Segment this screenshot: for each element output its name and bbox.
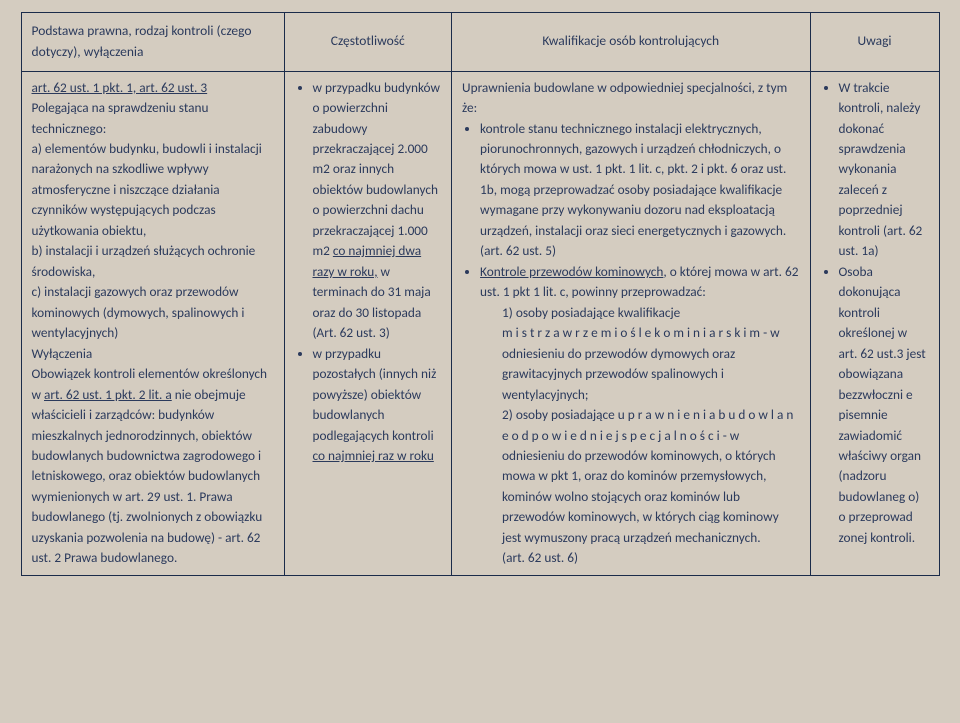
freq-large-a: w przypadku budynków o powierzchni zabud… <box>313 79 441 260</box>
chimney-sub-2: 2) osoby posiadające u p r a w n i e n i… <box>502 405 799 548</box>
excl-ref: art. 62 ust. 1 pkt. 2 lit. a <box>44 386 172 403</box>
table-body-row: art. 62 ust. 1 pkt. 1, art. 62 ust. 3 Po… <box>21 71 939 575</box>
exclusions-label: Wyłączenia <box>32 345 93 362</box>
chimney-sub-1: 1) osoby posiadające kwalifikacje m i s … <box>502 303 799 405</box>
cell-legal-basis: art. 62 ust. 1 pkt. 1, art. 62 ust. 3 Po… <box>21 71 284 575</box>
freq-other-a: w przypadku pozostałych (innych niż powy… <box>313 345 437 444</box>
chimney-s2b: - w odniesieniu do przewodów kominowych,… <box>502 427 779 546</box>
cell-frequency: w przypadku budynków o powierzchni zabud… <box>284 71 452 575</box>
header-qualifications: Kwalifikacje osób kontrolujących <box>452 13 810 72</box>
freq-item-large: w przypadku budynków o powierzchni zabud… <box>313 78 442 344</box>
notes-list: W trakcie kontroli, należy dokonać spraw… <box>821 78 929 549</box>
chimney-s1a: 1) osoby posiadające kwalifikacje <box>502 304 680 321</box>
cell-notes: W trakcie kontroli, należy dokonać spraw… <box>810 71 939 575</box>
header-frequency: Częstotliwość <box>284 13 452 72</box>
note-prev-check: W trakcie kontroli, należy dokonać spraw… <box>839 78 929 262</box>
qual-chimney: Kontrole przewodów kominowych, o której … <box>480 262 799 569</box>
qual-list: kontrole stanu technicznego instalacji e… <box>462 119 799 569</box>
excl-body-b: nie obejmuje właścicieli i zarządców: bu… <box>32 386 263 567</box>
freq-other-u: co najmniej raz w roku <box>313 447 434 464</box>
freq-item-other: w przypadku pozostałych (innych niż powy… <box>313 344 442 467</box>
regulation-table: Podstawa prawna, rodzaj kontroli (czego … <box>21 12 940 576</box>
header-notes: Uwagi <box>810 13 939 72</box>
item-a: a) elementów budynku, budowli i instalac… <box>32 140 262 239</box>
qual-intro: Uprawnienia budowlane w odpowiedniej spe… <box>462 79 787 116</box>
item-c: c) instalacji gazowych oraz przewodów ko… <box>32 283 245 341</box>
chimney-s1m: m i s t r z a w r z e m i o ś l e k o m … <box>502 324 760 341</box>
qual-electrical: kontrole stanu technicznego instalacji e… <box>480 119 799 262</box>
freq-list: w przypadku budynków o powierzchni zabud… <box>295 78 442 467</box>
cell-qualifications: Uprawnienia budowlane w odpowiedniej spe… <box>452 71 810 575</box>
note-notify: Osoba dokonująca kontroli określonej w a… <box>839 262 929 549</box>
item-b: b) instalacji i urządzeń służących ochro… <box>32 242 256 279</box>
article-ref: art. 62 ust. 1 pkt. 1, art. 62 ust. 3 <box>32 79 208 96</box>
check-desc: Polegająca na sprawdzeniu stanu technicz… <box>32 99 209 136</box>
chimney-ref: (art. 62 ust. 6) <box>502 548 799 568</box>
table-header-row: Podstawa prawna, rodzaj kontroli (czego … <box>21 13 939 72</box>
chimney-s2a: 2) osoby posiadające <box>502 406 618 423</box>
chimney-u: Kontrole przewodów kominowych <box>480 263 663 280</box>
header-legal-basis: Podstawa prawna, rodzaj kontroli (czego … <box>21 13 284 72</box>
